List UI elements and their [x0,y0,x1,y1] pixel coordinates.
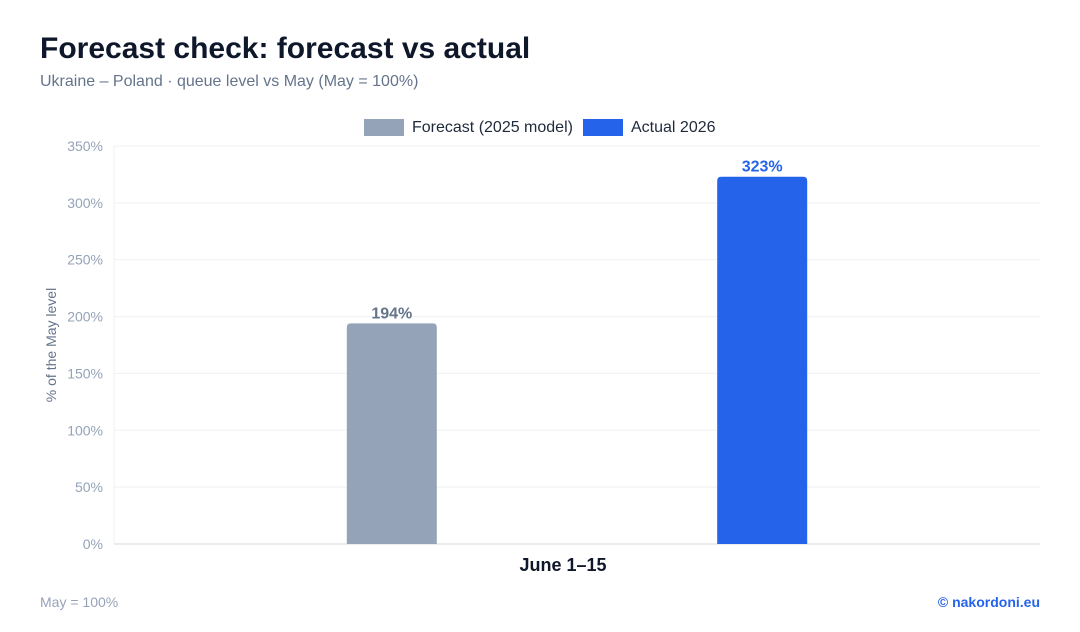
legend-swatch [364,119,404,136]
legend-label: Forecast (2025 model) [412,119,573,136]
y-tick-label: 0% [83,536,103,552]
footer-credit[interactable]: © nakordoni.eu [937,594,1040,610]
y-tick-label: 150% [67,365,103,381]
y-tick-label: 300% [67,195,103,211]
y-tick-label: 200% [67,309,103,325]
y-tick-label: 250% [67,252,103,268]
chart-title: Forecast check: forecast vs actual [40,32,531,65]
y-tick-label: 350% [67,138,103,154]
bar-forecast[interactable] [346,323,437,544]
y-axis-label: % of the May level [43,288,59,402]
legend: Forecast (2025 model) Actual 2026 [364,119,716,136]
bar-actual[interactable] [717,176,808,544]
y-tick-label: 50% [75,479,103,495]
chart-subtitle: Ukraine – Poland · queue level vs May (M… [40,73,419,90]
bars: 194% 323% [346,159,808,544]
legend-item-actual[interactable]: Actual 2026 [583,119,716,136]
gridlines [114,145,1040,488]
bar-value-label: 194% [371,305,412,322]
legend-label: Actual 2026 [631,119,716,136]
legend-item-forecast[interactable]: Forecast (2025 model) [364,119,573,136]
x-category-label: June 1–15 [519,555,606,575]
legend-swatch [583,119,623,136]
footer-note: May = 100% [40,594,119,610]
bar-value-label: 323% [742,159,783,176]
y-tick-label: 100% [67,422,103,438]
y-axis-ticks: 0% 50% 100% 150% 200% 250% 300% 350% [67,138,103,552]
